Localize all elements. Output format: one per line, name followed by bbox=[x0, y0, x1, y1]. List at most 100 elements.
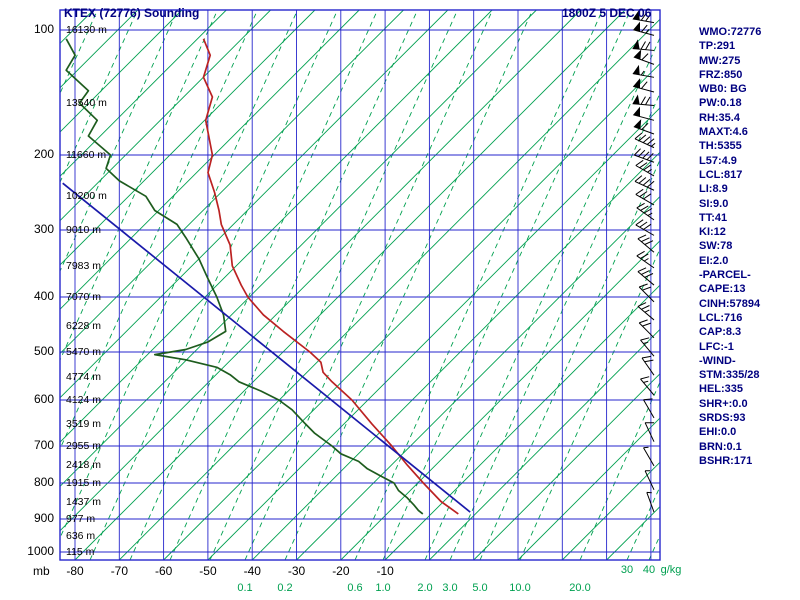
isotherm-line bbox=[60, 10, 493, 443]
pressure-tick-label: 900 bbox=[33, 511, 54, 525]
stat-line: TT:41 bbox=[699, 211, 728, 224]
stat-line: KI:12 bbox=[699, 226, 726, 239]
wind-barb bbox=[633, 49, 655, 65]
wind-barb bbox=[637, 234, 655, 253]
mixing-ratio-label: 40 bbox=[642, 564, 656, 576]
mixing-ratio-line bbox=[579, 381, 660, 560]
sounding-traces bbox=[62, 38, 471, 515]
wind-barb bbox=[633, 119, 655, 135]
mixing-ratio-label: 1.0 bbox=[375, 582, 391, 594]
mixing-ratio-label: 10.0 bbox=[509, 582, 531, 594]
mixing-ratio-label: 3.0 bbox=[442, 582, 458, 594]
mixing-ratio-line bbox=[449, 92, 660, 560]
stat-line: MAXT:4.6 bbox=[699, 126, 748, 139]
mixing-ratio-label: 20.0 bbox=[569, 582, 591, 594]
isotherm-line bbox=[473, 373, 660, 560]
wind-barb bbox=[632, 39, 655, 51]
isotherm-line bbox=[561, 461, 660, 560]
height-label: 5470 m bbox=[66, 346, 102, 358]
mixing-ratio-line bbox=[129, 10, 378, 560]
height-label: 7983 m bbox=[66, 259, 102, 272]
pressure-tick-label: 100 bbox=[33, 22, 54, 36]
stat-line: CINH:57894 bbox=[699, 297, 761, 310]
wind-barb bbox=[635, 159, 655, 177]
height-label: 115 m bbox=[66, 546, 95, 558]
wind-barb bbox=[636, 202, 655, 221]
wind-barb-stack bbox=[632, 10, 656, 513]
pressure-tick-label: 600 bbox=[33, 392, 54, 406]
isotherm-line bbox=[60, 10, 227, 177]
parcel-trace bbox=[62, 182, 471, 513]
isotherm-line bbox=[60, 10, 183, 133]
stat-line: L57:4.9 bbox=[699, 154, 737, 167]
stat-line: SW:78 bbox=[699, 240, 733, 253]
temperature-tick-label: -80 bbox=[66, 564, 84, 578]
plot-area bbox=[60, 10, 660, 560]
mixing-ratio-line bbox=[89, 10, 338, 560]
wind-barb bbox=[644, 470, 655, 491]
stat-line: CAPE:13 bbox=[699, 283, 746, 296]
isotherm-lines bbox=[60, 10, 660, 560]
isotherm-line bbox=[118, 18, 660, 560]
wind-barb bbox=[643, 398, 655, 419]
mixing-ratio-lines bbox=[60, 10, 660, 560]
height-label: 3519 m bbox=[66, 417, 102, 430]
mixing-ratio-label: 5.0 bbox=[472, 582, 488, 594]
wind-barb bbox=[635, 219, 655, 236]
isotherm-line bbox=[429, 328, 660, 560]
mixing-ratio-line bbox=[354, 10, 603, 560]
mixing-ratio-label: 0.2 bbox=[277, 582, 293, 594]
stat-line: -WIND- bbox=[699, 354, 736, 367]
mixing-ratio-label: 0.6 bbox=[347, 582, 363, 594]
height-label: 1915 m bbox=[66, 477, 102, 489]
pressure-tick-label: 400 bbox=[33, 289, 54, 303]
height-label: 4774 m bbox=[66, 371, 102, 384]
mixing-ratio-label: 0.1 bbox=[237, 582, 253, 594]
isotherm-line bbox=[384, 284, 660, 560]
stat-line: -PARCEL- bbox=[699, 269, 751, 282]
wind-barb bbox=[634, 175, 655, 191]
dewpoint-trace bbox=[65, 38, 424, 515]
isotherm-line bbox=[60, 10, 360, 310]
mixing-ratio-line bbox=[60, 10, 258, 450]
stat-line: TH:5355 bbox=[699, 140, 742, 153]
mixing-ratio-label: 30 bbox=[620, 564, 634, 576]
stat-line: RH:35.4 bbox=[699, 111, 740, 124]
stat-line: CAP:8.3 bbox=[699, 326, 742, 339]
height-label: 1437 m bbox=[66, 495, 102, 508]
wind-barb bbox=[644, 422, 655, 442]
wind-barb bbox=[646, 491, 655, 513]
temperature-tick-label: -60 bbox=[154, 564, 173, 578]
wind-barb bbox=[632, 106, 655, 121]
temperature-tick-label: -30 bbox=[287, 564, 306, 578]
stat-line: SHR+:0.0 bbox=[699, 397, 748, 410]
isotherm-line bbox=[60, 10, 316, 266]
height-label: 2955 m bbox=[66, 440, 102, 452]
pressure-tick-label: 200 bbox=[33, 147, 54, 161]
temperature-tick-label: -70 bbox=[110, 564, 129, 578]
mixing-ratio-line bbox=[479, 158, 660, 560]
mixing-ratio-line bbox=[60, 10, 298, 539]
height-label: 4124 m bbox=[66, 394, 102, 406]
stat-line: EI:2.0 bbox=[699, 254, 729, 267]
wind-barb bbox=[643, 446, 655, 467]
height-label: 636 m bbox=[66, 529, 96, 542]
height-label: 7070 m bbox=[66, 291, 102, 303]
temperature-tick-label: -40 bbox=[243, 564, 261, 578]
pressure-tick-label: 500 bbox=[33, 344, 54, 358]
mixing-ratio-line bbox=[284, 10, 533, 560]
wind-barb bbox=[632, 94, 655, 107]
isotherm-line bbox=[207, 107, 660, 560]
isotherm-line bbox=[60, 10, 537, 488]
isotherm-line bbox=[60, 10, 582, 532]
chart-title: KTEX (72776) Sounding bbox=[64, 6, 200, 20]
mixing-ratio-line bbox=[169, 10, 418, 560]
mixing-ratio-line bbox=[209, 10, 458, 560]
stats-panel: WMO:72776 TP:291 MW:275 FRZ:850 WB0: BG PW:0.… bbox=[699, 25, 761, 468]
height-label: 11660 m bbox=[66, 149, 107, 161]
temperature-tick-label: -50 bbox=[199, 564, 217, 578]
isotherm-line bbox=[251, 151, 660, 560]
height-label: 6228 m bbox=[66, 320, 102, 333]
wind-barb bbox=[640, 337, 655, 357]
pressure-tick-label: 800 bbox=[33, 475, 54, 489]
